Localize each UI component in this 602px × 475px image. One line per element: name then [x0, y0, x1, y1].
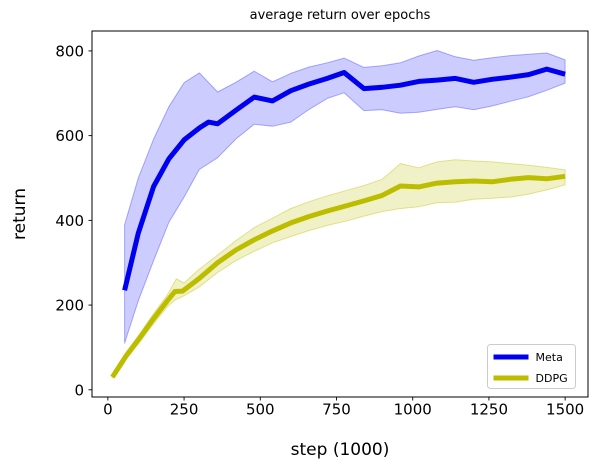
axes-frame: [91, 30, 589, 398]
legend-label-meta: Meta: [536, 351, 563, 364]
y-tick-label: 600: [55, 127, 84, 145]
meta-confidence-band: [124, 50, 566, 344]
y-tick-label: 0: [74, 381, 84, 399]
y-tick-label: 400: [55, 212, 84, 230]
ddpg-confidence-band: [111, 159, 566, 379]
ddpg-line: [110, 173, 566, 379]
meta-line: [122, 66, 566, 291]
legend-label-ddpg: DDPG: [536, 372, 568, 385]
x-tick-label: 1000: [394, 401, 432, 419]
x-tick-label: 750: [322, 401, 351, 419]
x-tick-label: 1500: [546, 401, 584, 419]
y-axis-label: return: [10, 188, 30, 240]
x-tick-label: 1250: [470, 401, 508, 419]
x-tick-label: 500: [246, 401, 275, 419]
x-tick-label: 250: [170, 401, 199, 419]
chart-title: average return over epochs: [249, 8, 431, 23]
y-tick-label: 800: [55, 42, 84, 60]
x-tick-label: 0: [103, 401, 113, 419]
y-tick-label: 200: [55, 297, 84, 315]
x-axis-label: step (1000): [290, 440, 390, 460]
